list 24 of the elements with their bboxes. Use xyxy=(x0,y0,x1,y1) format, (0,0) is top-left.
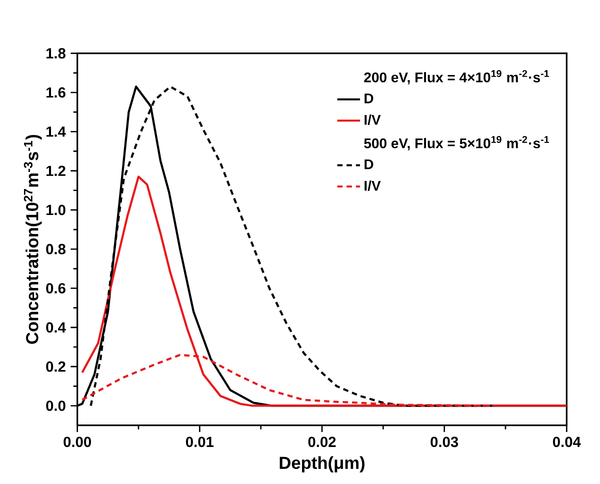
y-tick-label: 0.8 xyxy=(46,244,66,254)
y-tick-label: 1.6 xyxy=(46,87,66,98)
x-tick-label: 0.01 xyxy=(186,436,214,448)
y-axis-title: Concentration(10$^{27}$m$^{-3}$s$^{-1}$) xyxy=(24,134,42,344)
x-tick-label: 0.04 xyxy=(552,436,581,448)
y-tick-label: 0.0 xyxy=(46,400,66,411)
legend-label: D xyxy=(364,94,374,104)
legend-label: D xyxy=(364,159,374,170)
annotation: 200 eV, Flux = 4×10$^{19}$ m$^{-2}$·s$^{-1}$ xyxy=(364,70,550,84)
legend-label: I/V xyxy=(364,114,381,125)
x-tick-label: 0.02 xyxy=(308,436,336,448)
line-series xyxy=(81,176,568,407)
legend-label: I/V xyxy=(364,180,381,191)
annotation: 500 eV, Flux = 5×10$^{19}$ m$^{-2}$·s$^{-1}$ xyxy=(364,136,550,150)
y-tick-label: 0.6 xyxy=(46,283,66,294)
y-tick-label: 0.4 xyxy=(46,322,66,333)
y-tick-label: 1.4 xyxy=(46,126,66,137)
y-tick-label: 0.2 xyxy=(46,361,66,372)
x-axis-title: Depth(μm) xyxy=(280,456,364,472)
x-tick-label: 0.00 xyxy=(64,436,91,448)
y-tick-label: 1.0 xyxy=(46,204,66,216)
y-tick-label: 1.2 xyxy=(46,166,66,176)
y-tick-label: 1.8 xyxy=(46,48,66,59)
x-tick-label: 0.03 xyxy=(430,436,458,448)
